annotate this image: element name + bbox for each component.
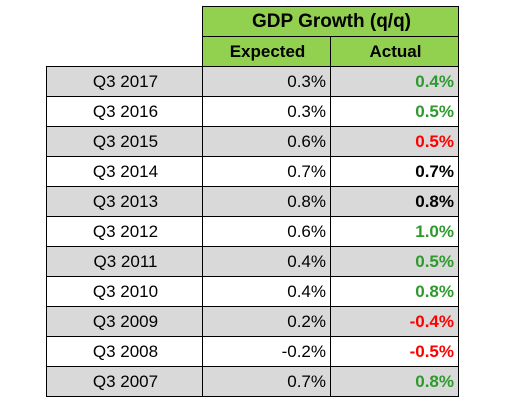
period-cell: Q3 2015 [46,126,203,157]
expected-cell: 0.3% [202,96,331,127]
column-header-actual: Actual [330,36,459,67]
period-cell: Q3 2016 [46,96,203,127]
table-row: Q3 2014 0.7% 0.7% [46,156,459,187]
expected-cell: 0.7% [202,366,331,397]
table-row: Q3 2008 -0.2% -0.5% [46,336,459,367]
table-title: GDP Growth (q/q) [202,6,459,37]
expected-cell: 0.7% [202,156,331,187]
actual-cell: 0.5% [330,96,459,127]
actual-cell: 0.8% [330,276,459,307]
actual-cell: 0.8% [330,186,459,217]
expected-cell: -0.2% [202,336,331,367]
table-row: Q3 2017 0.3% 0.4% [46,66,459,97]
period-cell: Q3 2014 [46,156,203,187]
table-body: Q3 2017 0.3% 0.4% Q3 2016 0.3% 0.5% Q3 2015 0.6… [46,66,459,397]
blank-corner-cell [47,37,203,67]
period-cell: Q3 2011 [46,246,203,277]
period-cell: Q3 2008 [46,336,203,367]
table-row: Q3 2010 0.4% 0.8% [46,276,459,307]
actual-cell: 1.0% [330,216,459,247]
table-row: Q3 2012 0.6% 1.0% [46,216,459,247]
expected-cell: 0.6% [202,126,331,157]
actual-cell: 0.5% [330,126,459,157]
actual-cell: 0.8% [330,366,459,397]
period-cell: Q3 2017 [46,66,203,97]
expected-cell: 0.4% [202,276,331,307]
table-row: Q3 2016 0.3% 0.5% [46,96,459,127]
expected-cell: 0.4% [202,246,331,277]
period-cell: Q3 2009 [46,306,203,337]
period-cell: Q3 2013 [46,186,203,217]
expected-cell: 0.6% [202,216,331,247]
period-cell: Q3 2012 [46,216,203,247]
table-row: Q3 2011 0.4% 0.5% [46,246,459,277]
expected-cell: 0.2% [202,306,331,337]
column-header-row: Expected Actual [47,36,459,67]
actual-cell: -0.5% [330,336,459,367]
expected-cell: 0.3% [202,66,331,97]
blank-corner-cell [47,7,203,37]
table-row: Q3 2007 0.7% 0.8% [46,366,459,397]
title-row: GDP Growth (q/q) [47,6,459,37]
actual-cell: 0.7% [330,156,459,187]
gdp-growth-table: GDP Growth (q/q) Expected Actual Q3 2017… [46,6,459,397]
actual-cell: -0.4% [330,306,459,337]
actual-cell: 0.4% [330,66,459,97]
table-row: Q3 2009 0.2% -0.4% [46,306,459,337]
period-cell: Q3 2007 [46,366,203,397]
table-row: Q3 2013 0.8% 0.8% [46,186,459,217]
table-row: Q3 2015 0.6% 0.5% [46,126,459,157]
column-header-expected: Expected [202,36,331,67]
expected-cell: 0.8% [202,186,331,217]
period-cell: Q3 2010 [46,276,203,307]
actual-cell: 0.5% [330,246,459,277]
